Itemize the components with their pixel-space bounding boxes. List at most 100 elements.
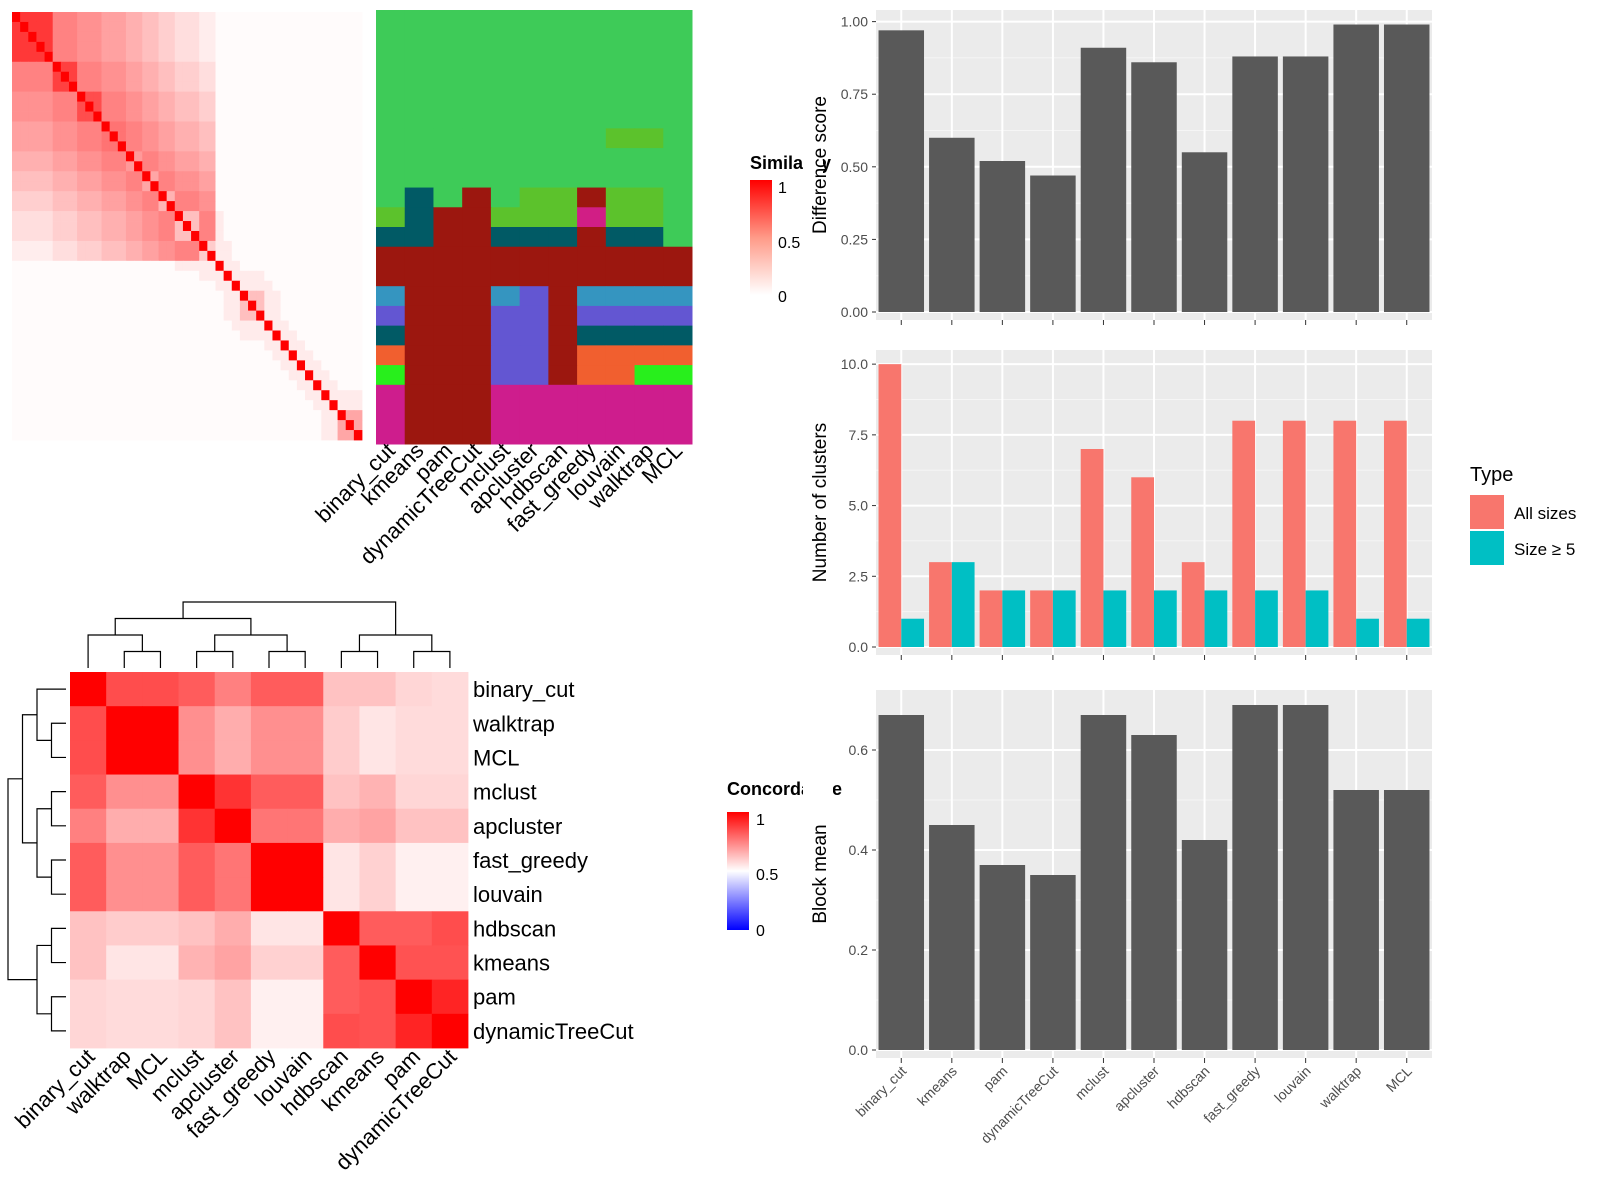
bar: [979, 865, 1026, 1050]
similarity-cell: [337, 81, 347, 93]
similarity-cell: [109, 300, 119, 312]
similarity-cell: [329, 41, 338, 53]
similarity-cell: [296, 91, 306, 102]
similarity-cell: [142, 111, 151, 122]
similarity-cell: [223, 211, 233, 222]
similarity-cell: [68, 260, 78, 272]
cluster-label-cell: [490, 246, 521, 287]
similarity-cell: [101, 370, 111, 381]
concordance-cell: [359, 774, 397, 810]
similarity-cell: [101, 121, 111, 132]
similarity-cell: [93, 61, 102, 73]
similarity-cell: [117, 161, 127, 172]
similarity-cell: [191, 211, 200, 222]
similarity-cell: [68, 171, 78, 182]
similarity-cell: [85, 51, 94, 63]
similarity-cell: [239, 430, 249, 441]
similarity-cell: [321, 21, 330, 33]
similarity-cell: [199, 181, 208, 192]
similarity-cell: [288, 390, 298, 401]
concordance-cell: [323, 911, 360, 946]
similarity-cell: [20, 81, 29, 93]
similarity-cell: [12, 161, 21, 172]
similarity-cell: [280, 250, 290, 262]
similarity-cell: [158, 370, 168, 381]
similarity-cell: [166, 161, 176, 172]
similarity-cell: [36, 230, 45, 242]
similarity-cell: [158, 410, 168, 421]
similarity-cell: [182, 430, 192, 441]
similarity-cell: [288, 420, 298, 431]
similarity-cell: [313, 201, 322, 212]
row-dendrogram-branch: [7, 778, 37, 981]
similarity-cell: [321, 201, 330, 212]
similarity-cell: [44, 410, 54, 421]
similarity-cell: [166, 230, 176, 242]
similarity-cell: [288, 430, 298, 441]
bar-all-sizes: [1131, 477, 1154, 647]
similarity-cell: [182, 270, 192, 282]
column-dendrogram-branch: [268, 650, 306, 668]
similarity-cell: [125, 340, 135, 351]
concordance-cell: [287, 877, 324, 912]
similarity-cell: [77, 171, 86, 182]
concordance-cell: [359, 740, 397, 775]
similarity-cell: [134, 61, 143, 73]
similarity-cell: [248, 290, 257, 302]
x-tick-label: apcluster: [1111, 1063, 1163, 1115]
similarity-cell: [109, 240, 119, 252]
similarity-cell: [174, 61, 184, 73]
x-tick-label: pam: [980, 1063, 1011, 1094]
similarity-cell: [321, 171, 330, 182]
similarity-cell: [256, 330, 265, 341]
similarity-cell: [329, 171, 338, 182]
similarity-cell: [345, 111, 355, 122]
similarity-cell: [85, 290, 94, 302]
similarity-cell: [44, 310, 54, 321]
cluster-label-cell: [462, 384, 492, 445]
similarity-cell: [125, 151, 135, 162]
similarity-cell: [329, 310, 338, 321]
similarity-cell: [231, 61, 241, 73]
similarity-cell: [150, 420, 159, 431]
similarity-cell: [68, 310, 78, 321]
similarity-cell: [68, 12, 78, 23]
similarity-cell: [52, 280, 62, 292]
similarity-cell: [68, 370, 78, 381]
similarity-cell: [313, 221, 322, 232]
similarity-cell: [93, 280, 102, 292]
similarity-cell: [313, 350, 322, 361]
similarity-cell: [182, 71, 192, 83]
similarity-cell: [68, 131, 78, 142]
similarity-cell: [166, 31, 176, 43]
similarity-cell: [60, 61, 70, 73]
similarity-cell: [158, 310, 168, 321]
similarity-cell: [36, 101, 45, 112]
similarity-cell: [134, 161, 143, 172]
cluster-label-cell: [433, 286, 463, 307]
similarity-cell: [158, 21, 168, 33]
similarity-cell: [174, 91, 184, 102]
cluster-label-cell: [376, 345, 406, 366]
similarity-cell: [353, 191, 363, 202]
similarity-cell: [199, 360, 208, 371]
similarity-cell: [353, 310, 363, 321]
similarity-cell: [166, 310, 176, 321]
similarity-cell: [150, 320, 159, 331]
similarity-cell: [321, 181, 330, 192]
similarity-cell: [305, 151, 314, 162]
similarity-cell: [288, 340, 298, 351]
similarity-legend-gradient: [750, 180, 772, 295]
cluster-label-cell: [404, 227, 434, 248]
similarity-cell: [305, 430, 314, 441]
similarity-cell: [305, 211, 314, 222]
similarity-cell: [68, 250, 78, 262]
similarity-cell: [158, 151, 168, 162]
similarity-cell: [215, 111, 225, 122]
similarity-cell: [264, 310, 273, 321]
similarity-cell: [125, 390, 135, 401]
similarity-cell: [68, 141, 78, 152]
similarity-cell: [199, 390, 208, 401]
similarity-cell: [264, 71, 273, 83]
similarity-cell: [109, 410, 119, 421]
